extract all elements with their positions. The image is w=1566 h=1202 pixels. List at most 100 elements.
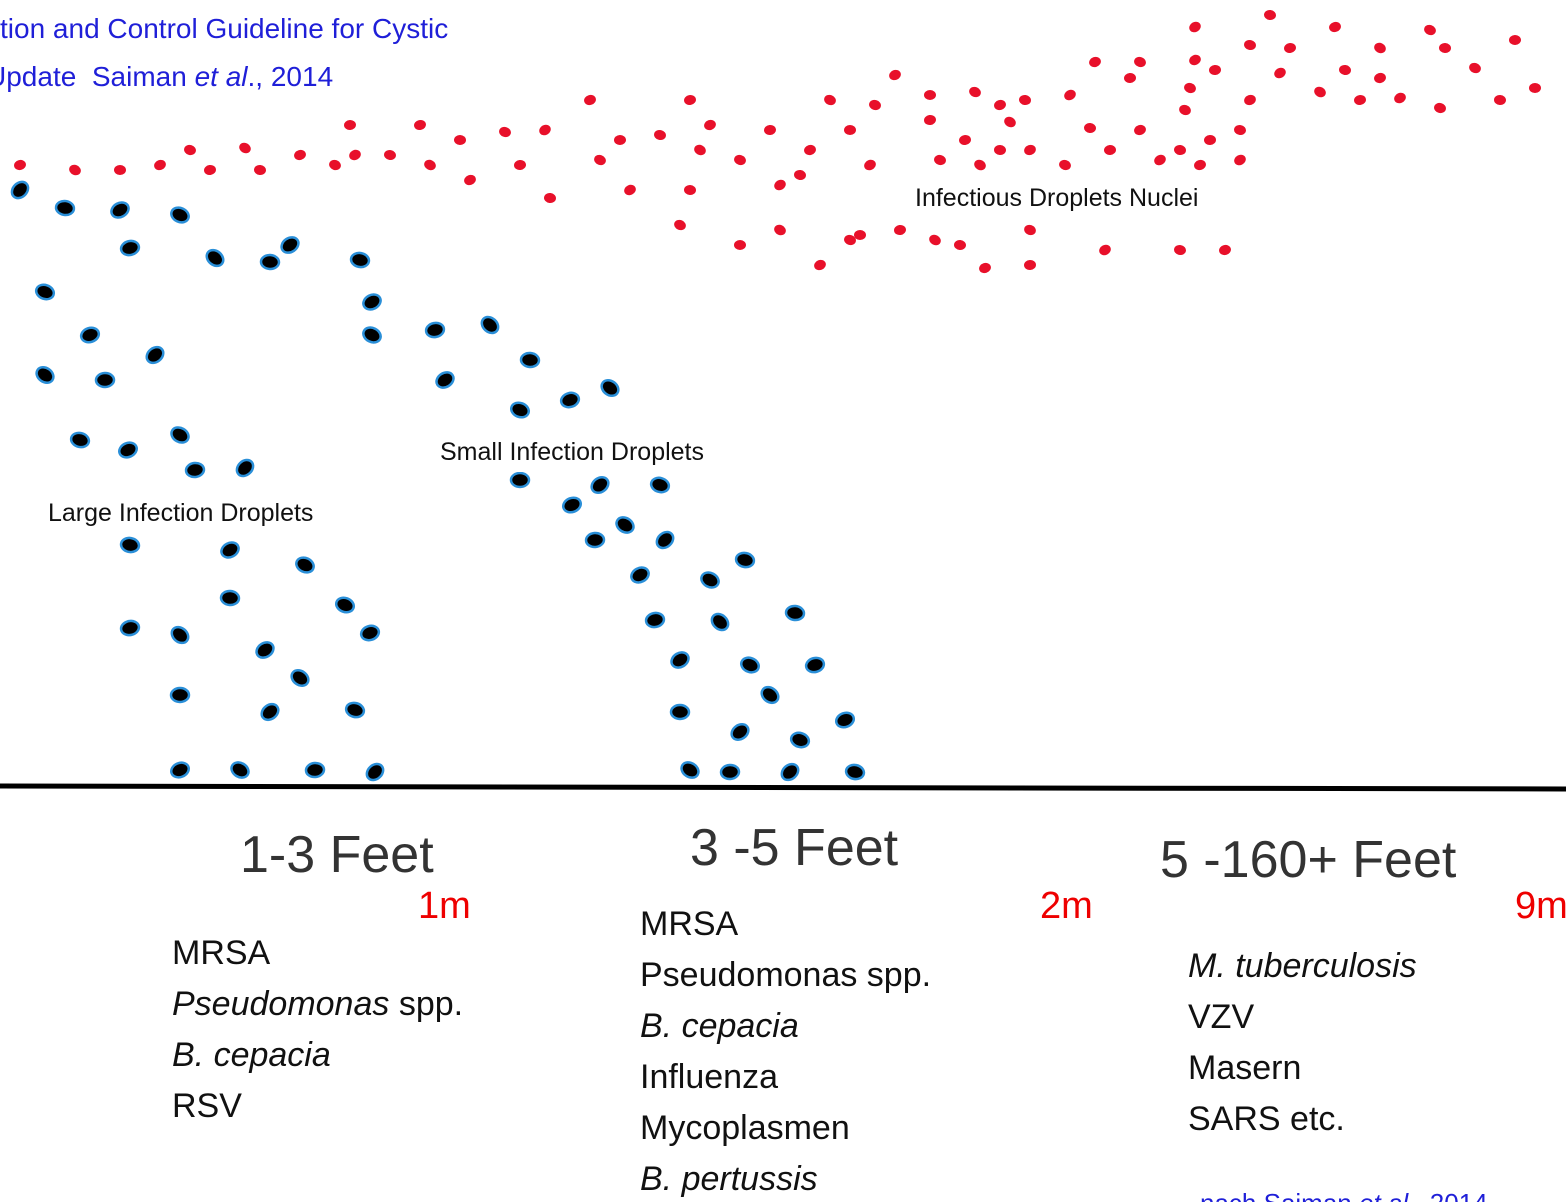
droplet-nucleus [1062,88,1077,102]
droplet-nucleus [1104,144,1117,155]
diagram: tion and Control Guideline for Cystic Up… [0,0,1566,1202]
label-large: Large Infection Droplets [48,499,313,527]
droplet [739,655,761,675]
droplet [350,252,370,269]
pathogen: B. cepacia [172,1036,331,1074]
droplet-nucleus [454,135,466,145]
droplet [845,763,866,780]
droplet-nucleus [422,158,437,172]
text-part: B. cepacia [172,1036,331,1074]
text-part: Update Saiman [0,61,195,92]
droplet [671,705,689,719]
droplet [221,590,240,605]
droplet [254,639,277,661]
pathogen: M. tuberculosis [1188,947,1417,985]
droplet-nucleus [1263,9,1276,20]
droplet [654,529,677,551]
droplet-nucleus [1187,53,1202,67]
droplet-nucleus [1178,103,1193,116]
pathogen: Pseudomonas spp. [640,956,931,994]
droplet-nucleus [994,145,1007,156]
droplet-nucleus [1233,124,1247,136]
droplet-nucleus [614,135,626,145]
droplet-nucleus [1193,159,1207,172]
pathogen: SARS etc. [1188,1100,1345,1138]
droplet-nucleus [537,123,552,138]
droplet-nucleus [622,183,637,197]
pathogen: B. cepacia [640,1007,799,1045]
label-small: Small Infection Droplets [440,438,704,466]
droplet-nucleus [1392,91,1407,105]
droplet [364,761,387,784]
droplet [234,457,257,480]
droplet-nucleus [1232,153,1247,167]
droplet-nucleus [1283,42,1297,54]
droplet [599,377,622,399]
droplet-nucleus [1152,153,1167,167]
droplet-nucleus [1529,83,1541,93]
droplet [789,731,810,750]
droplet-nucleus [1372,41,1387,55]
droplet [79,326,100,345]
droplet-nucleus [978,261,993,274]
droplet-nucleus [1353,94,1367,106]
text-part: Pseudomonas [172,985,389,1023]
droplet [279,234,302,256]
droplet-nucleus [1173,144,1186,156]
droplet-nucleus [803,144,817,157]
droplet-nucleus [923,114,936,126]
droplet-nucleus [1209,64,1222,75]
ground-line [0,786,1566,789]
droplet-nucleus [958,134,972,146]
droplet [34,364,57,386]
droplet [120,619,141,636]
distance-range: 1-3 Feet [240,826,434,884]
droplet [120,239,141,257]
droplet-nucleus [968,85,983,99]
droplet-nucleus [1218,244,1232,256]
droplet-nucleus [793,169,806,181]
droplet-nucleus [237,141,252,156]
droplet-nucleus [893,224,906,236]
distance-metric: 1m [418,885,471,927]
text-part: Mycoplasmen [640,1109,850,1147]
droplet [96,373,114,388]
droplet [479,314,502,336]
droplet-nucleus [1243,93,1258,106]
droplet-nucleus [254,164,267,175]
droplet [509,400,531,420]
text-part: et al [195,61,249,92]
droplet [425,321,445,338]
droplet [834,710,856,729]
droplet [434,369,457,390]
droplet-nucleus [513,159,526,170]
droplet [520,352,539,368]
droplet-nucleus [734,240,746,250]
text-part: ., 2014 [1408,1188,1488,1202]
text-part: MRSA [640,905,739,943]
text-part: et al [1359,1188,1409,1202]
droplet [171,688,189,702]
droplet-nucleus [692,143,707,157]
droplet-nucleus [1018,94,1031,106]
droplet-nucleus [1084,122,1097,133]
droplet-nucleus [1272,66,1287,81]
droplet [779,761,802,783]
droplet [699,570,721,591]
pathogen: MRSA [172,934,271,972]
droplet-nucleus [1097,243,1112,257]
droplet-nucleus [1088,55,1103,69]
droplet-nucleus [823,93,838,107]
droplet-nucleus [293,148,307,161]
droplet-nucleus [772,178,787,193]
droplet [169,205,191,225]
droplet-nucleus [1124,72,1137,83]
text-part: B. cepacia [640,1007,799,1045]
droplet-nucleus [1173,244,1187,256]
droplet-nucleus [1494,95,1507,106]
droplet-nucleus [1312,85,1327,99]
text-part: ., 2014 [248,61,334,92]
droplet-nucleus [653,129,667,141]
droplet [229,759,252,780]
droplet-nucleus [888,68,903,82]
